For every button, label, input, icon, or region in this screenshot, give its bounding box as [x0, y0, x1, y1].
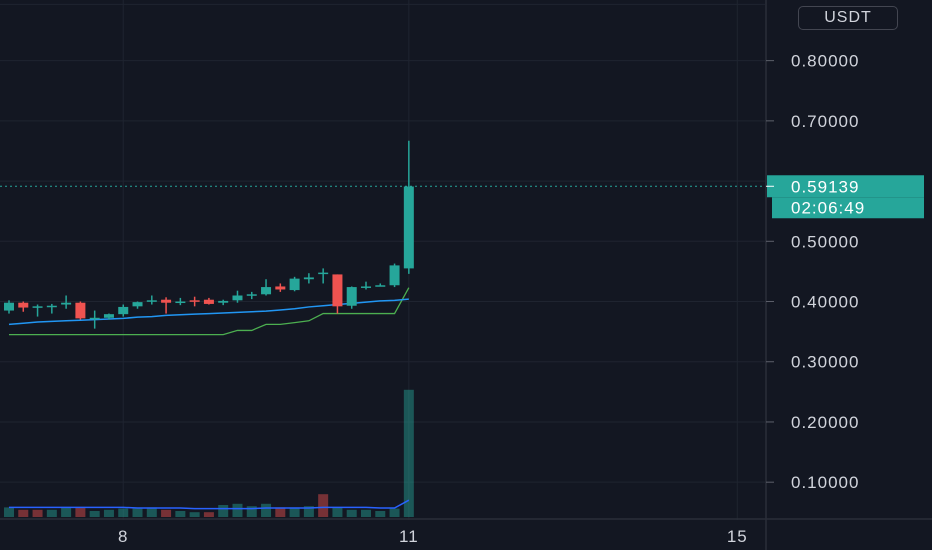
- volume-bar: [218, 505, 229, 517]
- countdown-badge: [772, 197, 924, 219]
- last-price-label: 0.59139: [791, 177, 859, 196]
- candle-body: [261, 287, 272, 295]
- x-tick-label: 8: [118, 527, 128, 546]
- y-tick-label: 0.30000: [791, 353, 859, 372]
- candle-body: [332, 274, 343, 307]
- y-tick-label: 0.40000: [791, 293, 859, 312]
- volume-bar: [303, 506, 314, 517]
- volume-bar: [232, 503, 243, 517]
- candle-body: [32, 306, 43, 308]
- volume-bar: [118, 508, 129, 517]
- candle-body: [375, 285, 386, 287]
- volume-bar: [132, 508, 143, 517]
- candle-body: [275, 286, 286, 290]
- volume-bar: [375, 511, 386, 517]
- volume-bar: [261, 503, 272, 517]
- y-tick-label: 0.20000: [791, 413, 859, 432]
- volume-bar: [4, 507, 14, 517]
- volume-bar: [275, 507, 286, 517]
- currency-button[interactable]: USDT: [798, 6, 898, 30]
- candle-body: [75, 302, 86, 319]
- y-tick-label: 0.80000: [791, 52, 859, 71]
- candle-body: [361, 286, 371, 288]
- ma-green-line: [9, 287, 410, 336]
- candle-body: [132, 302, 143, 307]
- candle-body: [232, 295, 243, 301]
- volume-bar: [103, 509, 114, 517]
- candle-body: [318, 272, 329, 275]
- candle-body: [346, 287, 357, 306]
- volume-bar: [161, 509, 172, 517]
- candle-body: [389, 265, 400, 286]
- volume-bar: [318, 494, 329, 517]
- volume-bar: [246, 506, 257, 517]
- volume-bar: [61, 507, 72, 517]
- candle-body: [118, 306, 129, 315]
- y-tick-label: 0.50000: [791, 232, 859, 251]
- countdown-label: 02:06:49: [791, 198, 865, 217]
- volume-bar: [361, 509, 371, 517]
- candle-body: [289, 278, 300, 291]
- candle-body: [303, 277, 314, 280]
- volume-bar: [189, 512, 200, 517]
- candle-body: [46, 305, 57, 308]
- candle-body: [146, 300, 157, 302]
- volume-bar: [46, 509, 57, 517]
- candle-body: [61, 302, 72, 305]
- candle-body: [103, 314, 114, 318]
- volume-bar: [175, 511, 186, 517]
- volume-bar: [75, 507, 86, 517]
- candle-body: [89, 317, 100, 320]
- candle-body: [175, 301, 186, 304]
- candle-body: [218, 300, 229, 303]
- candle-body: [189, 300, 200, 302]
- price-badge: [767, 175, 924, 198]
- y-tick-label: 0.10000: [791, 473, 859, 492]
- candle-body: [203, 299, 214, 304]
- x-tick-label: 15: [727, 527, 748, 546]
- candle-body: [161, 299, 172, 303]
- volume-ma-line: [9, 499, 410, 510]
- volume-bar: [89, 511, 100, 517]
- volume-bar: [346, 509, 357, 517]
- candle-body: [246, 294, 257, 296]
- y-tick-label: 0.70000: [791, 112, 859, 131]
- volume-bar: [146, 507, 157, 517]
- x-tick-label: 11: [399, 527, 419, 546]
- volume-bar: [389, 508, 400, 517]
- volume-bar: [289, 507, 300, 517]
- volume-bar: [18, 509, 29, 517]
- candle-body: [403, 186, 414, 269]
- volume-bar: [332, 507, 343, 517]
- candle-body: [4, 302, 14, 311]
- volume-bar: [403, 389, 414, 517]
- candle-body: [18, 302, 29, 308]
- volume-bar: [203, 512, 214, 517]
- volume-bar: [32, 509, 43, 517]
